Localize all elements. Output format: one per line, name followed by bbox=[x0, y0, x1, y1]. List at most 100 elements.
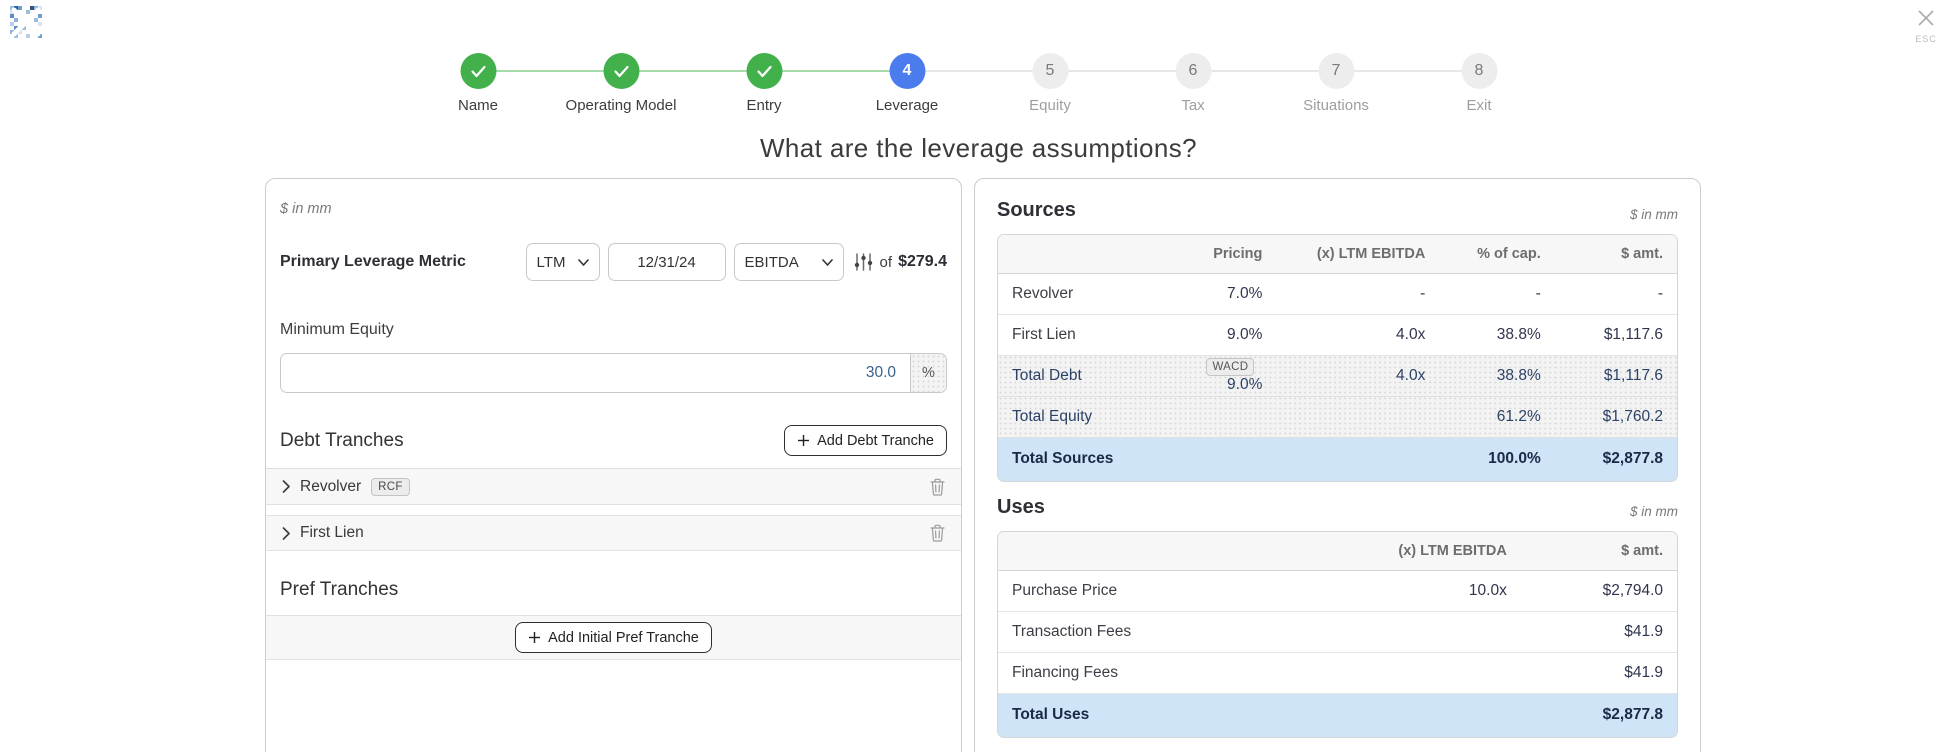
metric-select[interactable]: EBITDA bbox=[733, 243, 844, 281]
step-number: 5 bbox=[1045, 62, 1055, 79]
sources-header-row: Pricing (x) LTM EBITDA % of cap. $ amt. bbox=[998, 235, 1677, 274]
wacd-badge: WACD bbox=[1206, 357, 1255, 376]
sources-header: Sources $ in mm bbox=[997, 199, 1678, 222]
row-label: Revolver bbox=[998, 273, 1189, 315]
step-connector bbox=[782, 70, 889, 72]
uses-table: (x) LTM EBITDA $ amt. Purchase Price 10.… bbox=[997, 531, 1678, 738]
row-label: Total Sources bbox=[998, 437, 1189, 481]
cell-ltm: 4.0x bbox=[1276, 355, 1440, 397]
table-row-first-lien: First Lien 9.0% 4.0x 38.8% $1,117.6 bbox=[998, 314, 1677, 356]
add-initial-pref-tranche-button[interactable]: Add Initial Pref Tranche bbox=[515, 622, 712, 653]
plus-icon bbox=[529, 632, 541, 643]
step-number: 4 bbox=[902, 62, 912, 79]
col-amt: $ amt. bbox=[1520, 532, 1677, 571]
uses-header: Uses $ in mm bbox=[997, 496, 1678, 519]
col-blank bbox=[998, 532, 1379, 571]
table-row-revolver: Revolver 7.0% - - - bbox=[998, 273, 1677, 315]
step-connector bbox=[1354, 70, 1461, 72]
pref-tranches-title: Pref Tranches bbox=[280, 579, 399, 600]
metric-select-value: EBITDA bbox=[744, 253, 799, 271]
delete-tranche-button[interactable] bbox=[930, 524, 945, 542]
add-debt-tranche-button[interactable]: Add Debt Tranche bbox=[784, 425, 947, 456]
step-name[interactable]: Name bbox=[458, 53, 498, 114]
date-input[interactable]: 12/31/24 bbox=[607, 243, 726, 281]
date-input-value: 12/31/24 bbox=[637, 253, 696, 271]
row-label: Purchase Price bbox=[998, 570, 1379, 612]
step-entry[interactable]: Entry bbox=[746, 53, 782, 114]
step-label: Equity bbox=[1029, 97, 1071, 114]
table-row-total-equity: Total Equity 61.2% $1,760.2 bbox=[998, 396, 1677, 438]
tranche-label: Revolver bbox=[300, 477, 362, 495]
step-label: Entry bbox=[746, 97, 782, 114]
minimum-equity-input[interactable]: 30.0 % bbox=[280, 353, 947, 393]
trash-icon bbox=[930, 524, 945, 542]
check-icon bbox=[756, 65, 772, 77]
chevron-right-icon bbox=[282, 526, 290, 540]
step-leverage[interactable]: 4 Leverage bbox=[876, 53, 938, 114]
cell-amt: - bbox=[1554, 273, 1677, 315]
col-ltm-ebitda: (x) LTM EBITDA bbox=[1378, 532, 1521, 571]
row-label: First Lien bbox=[998, 314, 1189, 356]
cell-ltm bbox=[1378, 611, 1521, 653]
cell-pricing: WACD9.0% bbox=[1188, 355, 1277, 397]
step-label: Leverage bbox=[875, 97, 939, 114]
row-label: Total Equity bbox=[998, 396, 1189, 438]
units-label: $ in mm bbox=[1629, 207, 1678, 222]
period-select-value: LTM bbox=[536, 253, 566, 271]
app-logo bbox=[10, 6, 42, 38]
step-label: Name bbox=[457, 97, 499, 114]
tranche-row-revolver[interactable]: Revolver RCF bbox=[266, 469, 961, 505]
cell-pct: 61.2% bbox=[1439, 396, 1555, 438]
units-label: $ in mm bbox=[280, 201, 332, 217]
cell-ltm: 10.0x bbox=[1378, 570, 1521, 612]
step-exit[interactable]: 8 Exit bbox=[1461, 53, 1497, 114]
cell-amt: $1,760.2 bbox=[1554, 396, 1677, 438]
step-connector bbox=[1211, 70, 1318, 72]
col-pricing: Pricing bbox=[1188, 235, 1277, 274]
step-situations[interactable]: 7 Situations bbox=[1303, 53, 1369, 114]
units-label: $ in mm bbox=[1629, 504, 1678, 519]
cell-ltm bbox=[1378, 693, 1521, 737]
add-debt-tranche-label: Add Debt Tranche bbox=[817, 432, 934, 449]
step-number: 8 bbox=[1474, 62, 1484, 79]
step-number: 7 bbox=[1331, 62, 1341, 79]
cell-ltm bbox=[1276, 396, 1440, 438]
uses-title: Uses bbox=[997, 496, 1045, 518]
cell-pct: 38.8% bbox=[1439, 355, 1555, 397]
delete-tranche-button[interactable] bbox=[930, 478, 945, 496]
cell-pricing: 7.0% bbox=[1188, 273, 1277, 315]
step-connector bbox=[925, 70, 1032, 72]
uses-header-row: (x) LTM EBITDA $ amt. bbox=[998, 532, 1677, 571]
table-row-financing-fees: Financing Fees $41.9 bbox=[998, 652, 1677, 694]
table-row-total-debt: Total Debt WACD9.0% 4.0x 38.8% $1,117.6 bbox=[998, 355, 1677, 397]
percent-suffix: % bbox=[910, 354, 946, 392]
tranche-row-first-lien[interactable]: First Lien bbox=[266, 515, 961, 551]
table-row-total-sources: Total Sources 100.0% $2,877.8 bbox=[998, 437, 1677, 481]
step-connector bbox=[639, 70, 746, 72]
plus-icon bbox=[798, 435, 810, 446]
table-row-purchase-price: Purchase Price 10.0x $2,794.0 bbox=[998, 570, 1677, 612]
step-equity[interactable]: 5 Equity bbox=[1029, 53, 1071, 114]
period-select[interactable]: LTM bbox=[525, 243, 600, 281]
cell-amt: $41.9 bbox=[1520, 611, 1677, 653]
step-tax[interactable]: 6 Tax bbox=[1175, 53, 1211, 114]
step-operating-model[interactable]: Operating Model bbox=[566, 53, 676, 114]
chevron-down-icon bbox=[577, 258, 589, 266]
tranche-label: First Lien bbox=[300, 524, 364, 541]
leverage-inputs-panel: $ in mm Primary Leverage Metric LTM 12/3… bbox=[265, 178, 962, 752]
chevron-right-icon bbox=[282, 480, 290, 493]
cell-pct: 38.8% bbox=[1439, 314, 1555, 356]
of-label: of bbox=[879, 253, 893, 271]
primary-leverage-metric-row: Primary Leverage Metric LTM 12/31/24 EBI… bbox=[280, 243, 947, 281]
check-icon bbox=[470, 65, 486, 77]
cell-pricing bbox=[1188, 396, 1277, 438]
cell-pricing: 9.0% bbox=[1188, 314, 1277, 356]
row-label: Transaction Fees bbox=[998, 611, 1379, 653]
cell-amt: $2,794.0 bbox=[1520, 570, 1677, 612]
add-initial-pref-tranche-label: Add Initial Pref Tranche bbox=[548, 629, 699, 646]
step-label: Situations bbox=[1303, 97, 1369, 114]
close-button[interactable]: ESC bbox=[1909, 8, 1943, 44]
cell-ltm bbox=[1276, 437, 1440, 481]
cell-amt: $41.9 bbox=[1520, 652, 1677, 694]
col-blank bbox=[998, 235, 1189, 274]
